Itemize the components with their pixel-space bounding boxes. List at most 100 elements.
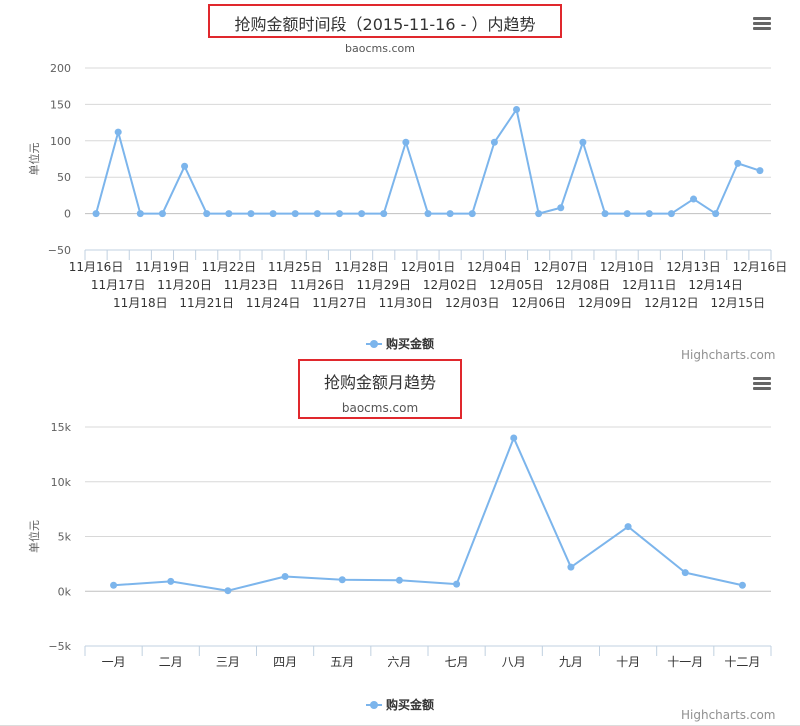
x-tick-label: 12月05日 [489, 278, 544, 292]
x-tick-label: 11月26日 [290, 278, 345, 292]
data-point [313, 210, 321, 218]
x-tick-label: 七月 [445, 655, 469, 669]
data-point [203, 210, 211, 218]
credits-link[interactable]: Highcharts.com [681, 708, 776, 722]
legend-item[interactable]: 购买金额 [366, 696, 434, 713]
x-tick-label: 十月 [616, 655, 640, 669]
y-tick-label: 100 [50, 135, 71, 148]
data-point [181, 162, 189, 170]
x-tick-label: 12月02日 [423, 278, 478, 292]
y-tick-label: −5k [48, 640, 71, 653]
y-tick-label: 10k [51, 476, 72, 489]
y-tick-label: −50 [48, 244, 71, 257]
data-point [395, 576, 403, 584]
chart-title-box: 抢购金额时间段（2015-11-16 - ）内趋势 [208, 4, 562, 38]
x-tick-label: 11月27日 [312, 296, 367, 310]
plot-area: −50 0 50 100 150 200 单位元 11月16日 11月17日 11月18日 11月1… [27, 62, 788, 310]
x-tick-label: 11月25日 [268, 260, 323, 274]
x-tick-label: 四月 [273, 655, 297, 669]
x-tick-label: 12月07日 [534, 260, 589, 274]
series-line [113, 436, 743, 592]
x-tick-label: 11月30日 [379, 296, 434, 310]
x-tick-label: 五月 [330, 655, 354, 669]
x-tick-label: 12月01日 [401, 260, 456, 274]
data-point [446, 210, 454, 218]
data-point [402, 138, 410, 146]
data-point [468, 210, 476, 218]
chart-context-menu-icon[interactable] [753, 377, 771, 391]
data-point [358, 210, 366, 218]
x-tick-label: 一月 [102, 655, 126, 669]
x-tick-label: 11月22日 [202, 260, 257, 274]
data-point [114, 128, 122, 136]
x-tick-label: 12月10日 [600, 260, 655, 274]
x-tick-label: 11月17日 [91, 278, 146, 292]
data-point [92, 210, 100, 218]
data-point [624, 523, 632, 531]
chart-title: 抢购金额月趋势 [323, 373, 436, 392]
data-point [623, 210, 631, 218]
x-tick-label: 11月18日 [113, 296, 168, 310]
y-tick-label: 0k [58, 585, 72, 598]
legend-label: 购买金额 [386, 698, 435, 712]
data-point [579, 138, 587, 146]
y-tick-label: 50 [57, 171, 71, 184]
data-point [667, 210, 675, 218]
y-tick-label: 0 [64, 208, 71, 221]
x-tick-label: 六月 [387, 655, 411, 669]
data-point [535, 210, 543, 218]
x-tick-label: 十二月 [724, 655, 760, 669]
data-point [424, 210, 432, 218]
data-point [490, 138, 498, 146]
x-tick-label: 十一月 [667, 655, 703, 669]
y-tick-label: 150 [50, 98, 71, 111]
x-tick-label: 12月08日 [556, 278, 611, 292]
data-point [335, 210, 343, 218]
data-point [338, 576, 346, 584]
data-point [645, 210, 653, 218]
chart-subtitle: baocms.com [341, 401, 419, 415]
y-tick-label: 15k [51, 421, 72, 434]
x-tick-label: 11月24日 [246, 296, 301, 310]
x-tick-label: 11月20日 [157, 278, 212, 292]
x-tick-label: 11月28日 [334, 260, 389, 274]
credits-link[interactable]: Highcharts.com [681, 348, 776, 362]
y-axis-title: 单位元 [27, 143, 41, 176]
x-tick-label: 12月16日 [733, 260, 788, 274]
x-tick-label: 12月14日 [688, 278, 743, 292]
x-tick-label: 12月12日 [644, 296, 699, 310]
series-line [95, 108, 761, 215]
data-point [756, 167, 764, 175]
data-point [557, 204, 565, 212]
data-point [513, 105, 521, 113]
data-point [734, 159, 742, 167]
data-point [453, 580, 461, 588]
data-point [247, 210, 255, 218]
x-tick-label: 11月23日 [224, 278, 279, 292]
data-point [291, 210, 299, 218]
y-axis-title: 单位元 [27, 520, 41, 553]
y-tick-label: 5k [58, 531, 72, 544]
x-tick-label: 12月04日 [467, 260, 522, 274]
x-tick-label: 八月 [502, 655, 526, 669]
y-tick-label: 200 [50, 62, 71, 75]
x-tick-label: 11月29日 [356, 278, 411, 292]
data-point [167, 577, 175, 585]
chart-title-box: 抢购金额月趋势 baocms.com [298, 359, 462, 419]
chart-context-menu-icon[interactable] [753, 17, 771, 31]
legend-line-symbol [366, 339, 382, 349]
chart-subtitle: baocms.com [345, 42, 415, 55]
legend-item[interactable]: 购买金额 [366, 335, 434, 352]
x-tick-label: 11月21日 [179, 296, 234, 310]
data-point [510, 434, 518, 442]
x-tick-label: 12月11日 [622, 278, 677, 292]
data-point [281, 572, 289, 580]
legend-line-symbol [366, 700, 382, 710]
data-point [567, 563, 575, 571]
x-tick-label: 三月 [216, 655, 240, 669]
data-point [110, 581, 118, 589]
x-tick-label: 11月19日 [135, 260, 190, 274]
legend-label: 购买金额 [386, 337, 435, 351]
data-point [738, 581, 746, 589]
